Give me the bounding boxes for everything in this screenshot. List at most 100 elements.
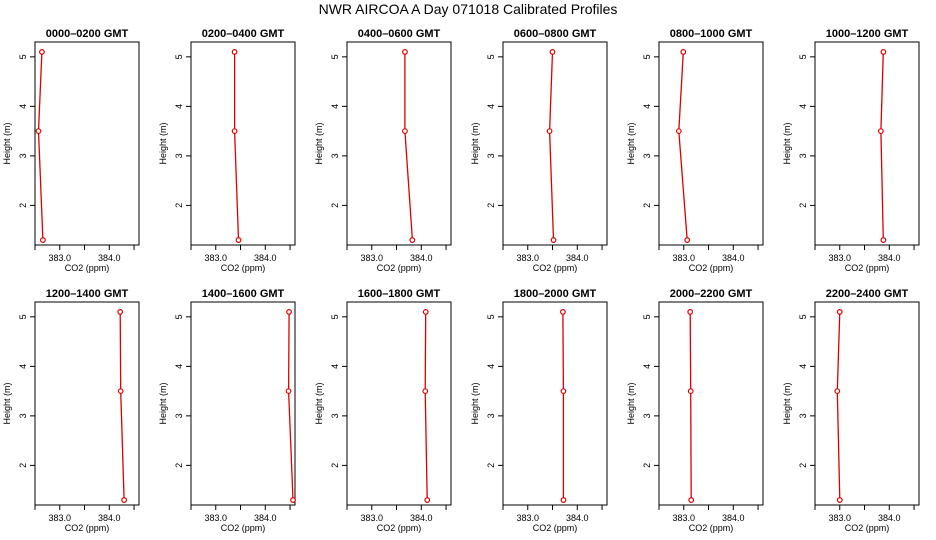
plot-frame (502, 41, 608, 246)
x-axis-label: CO2 (ppm) (377, 263, 422, 273)
y-tick-label: 2 (18, 203, 28, 208)
y-tick-label: 3 (486, 153, 496, 158)
data-point (877, 128, 884, 135)
data-point (675, 128, 682, 135)
data-point (286, 309, 292, 315)
y-axis-label: Height (m) (626, 382, 636, 424)
x-axis-label: CO2 (ppm) (845, 263, 890, 273)
x-tick-label: 383.0 (204, 513, 227, 523)
y-tick-label: 3 (174, 413, 184, 418)
y-tick-label: 5 (330, 54, 340, 59)
x-tick-label: 383.0 (48, 253, 71, 263)
data-point (117, 388, 124, 395)
y-tick-label: 3 (18, 153, 28, 158)
y-tick-label: 2 (18, 463, 28, 468)
y-tick-label: 2 (798, 463, 808, 468)
data-point (687, 388, 694, 395)
y-axis-label: Height (m) (470, 122, 480, 164)
x-tick-label: 383.0 (48, 513, 71, 523)
data-point (290, 497, 296, 503)
plot-frame (34, 301, 140, 506)
y-tick-label: 2 (798, 203, 808, 208)
plot-frame (190, 301, 296, 506)
x-axis-label: CO2 (ppm) (533, 263, 578, 273)
y-tick-label: 4 (642, 104, 652, 109)
y-tick-label: 4 (174, 104, 184, 109)
y-tick-label: 4 (486, 104, 496, 109)
y-tick-label: 5 (642, 314, 652, 319)
y-tick-label: 3 (174, 153, 184, 158)
y-tick-label: 4 (330, 364, 340, 369)
y-tick-label: 2 (174, 463, 184, 468)
y-tick-label: 3 (642, 153, 652, 158)
plot-frame (814, 301, 920, 506)
panel-title: 1000–1200 GMT (826, 28, 909, 40)
profile-line (119, 311, 125, 501)
panel-title: 1600–1800 GMT (358, 288, 441, 300)
data-point (117, 309, 124, 315)
data-point (550, 237, 557, 243)
plot-frame (346, 41, 452, 246)
x-axis-label: CO2 (ppm) (65, 263, 110, 273)
y-tick-label: 2 (330, 463, 340, 468)
y-tick-label: 4 (174, 364, 184, 369)
y-tick-label: 3 (798, 153, 808, 158)
x-axis-label: CO2 (ppm) (689, 263, 734, 273)
panel-title: 1800–2000 GMT (514, 288, 597, 300)
data-point (880, 49, 887, 55)
plot-frame (190, 41, 296, 246)
panel-title: 0000–0200 GMT (46, 28, 129, 40)
data-point (285, 388, 292, 395)
data-point (422, 309, 429, 315)
profile-line (424, 311, 428, 501)
y-tick-label: 5 (486, 314, 496, 319)
data-point (560, 388, 567, 395)
profile-line (880, 51, 884, 241)
data-point (684, 237, 691, 243)
y-tick-label: 3 (330, 153, 340, 158)
data-point (402, 128, 408, 135)
profile-line (404, 51, 414, 241)
y-tick-label: 4 (330, 104, 340, 109)
y-axis-label: Height (m) (314, 382, 324, 424)
data-point (39, 49, 45, 55)
data-point (424, 497, 431, 503)
x-tick-label: 383.0 (204, 253, 227, 263)
plot-frame (346, 301, 452, 506)
x-tick-label: 383.0 (516, 253, 539, 263)
profile-line (836, 311, 841, 501)
data-point (560, 497, 567, 503)
panel-title: 0600–0800 GMT (514, 28, 597, 40)
y-tick-label: 4 (642, 364, 652, 369)
y-tick-label: 5 (18, 54, 28, 59)
profile-line (287, 311, 294, 501)
panel-title: 2000–2200 GMT (670, 288, 753, 300)
y-tick-label: 5 (642, 54, 652, 59)
x-axis-label: CO2 (ppm) (65, 523, 110, 533)
y-tick-label: 5 (174, 54, 184, 59)
x-tick-label: 384.0 (410, 253, 433, 263)
x-tick-label: 383.0 (672, 253, 695, 263)
y-axis-label: Height (m) (782, 382, 792, 424)
x-tick-label: 383.0 (672, 513, 695, 523)
plot-frame (34, 41, 140, 246)
profile-line (233, 51, 240, 241)
x-tick-label: 384.0 (98, 513, 121, 523)
x-tick-label: 384.0 (878, 253, 901, 263)
y-tick-label: 2 (330, 203, 340, 208)
y-axis-label: Height (m) (314, 122, 324, 164)
x-axis-label: CO2 (ppm) (377, 523, 422, 533)
x-tick-label: 383.0 (360, 253, 383, 263)
x-tick-label: 383.0 (516, 513, 539, 523)
data-point (409, 237, 416, 243)
y-tick-label: 5 (486, 54, 496, 59)
